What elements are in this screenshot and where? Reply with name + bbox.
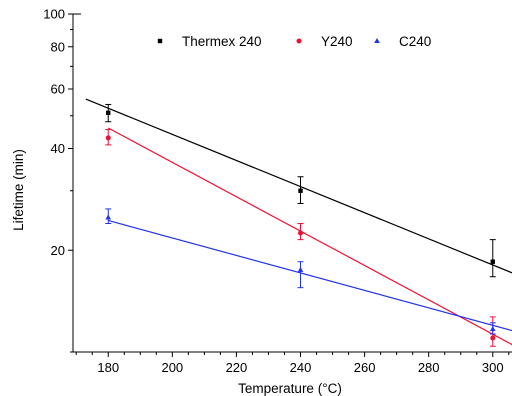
marker-square: [490, 259, 495, 264]
marker-square: [157, 38, 163, 44]
plot-frame: [72, 13, 512, 353]
legend-label: Y240: [321, 34, 353, 49]
x-tick-label: 220: [226, 360, 248, 375]
marker-square: [106, 110, 111, 116]
marker-circle: [105, 135, 111, 141]
y-tick-label: 40: [51, 141, 65, 156]
x-axis: 180 200 220 240 260 280 300: [75, 352, 510, 375]
marker-triangle: [489, 325, 496, 331]
x-tick-label: 240: [290, 360, 312, 375]
legend: Thermex 240 Y240 C240: [157, 34, 431, 49]
x-tick-label: 260: [354, 360, 376, 375]
marker-circle: [298, 230, 304, 236]
marker-triangle: [374, 38, 380, 43]
fit-line-c240: [108, 219, 512, 332]
y-tick-label: 60: [51, 81, 65, 96]
y-tick-label: 20: [51, 243, 65, 258]
marker-triangle: [105, 214, 112, 220]
x-tick-label: 300: [482, 360, 504, 375]
x-tick-label: 180: [97, 360, 119, 375]
data-points: [105, 103, 496, 347]
marker-circle: [490, 335, 496, 341]
fit-line-thermex-240: [85, 98, 512, 274]
y-tick-label: 100: [43, 7, 65, 22]
x-axis-title: Temperature (°C): [238, 381, 342, 396]
legend-label: C240: [399, 34, 431, 49]
marker-circle: [296, 38, 302, 44]
x-tick-label: 280: [418, 360, 440, 375]
y-axis-title: Lifetime (min): [11, 149, 26, 231]
fit-line-y240: [107, 127, 512, 346]
fit-lines: [85, 98, 512, 346]
y-axis: 20 40 60 80 100: [43, 7, 73, 353]
legend-label: Thermex 240: [182, 34, 262, 49]
y-tick-label: 80: [51, 39, 65, 54]
marker-triangle: [297, 266, 304, 272]
marker-square: [298, 188, 303, 193]
x-tick-label: 200: [161, 360, 183, 375]
